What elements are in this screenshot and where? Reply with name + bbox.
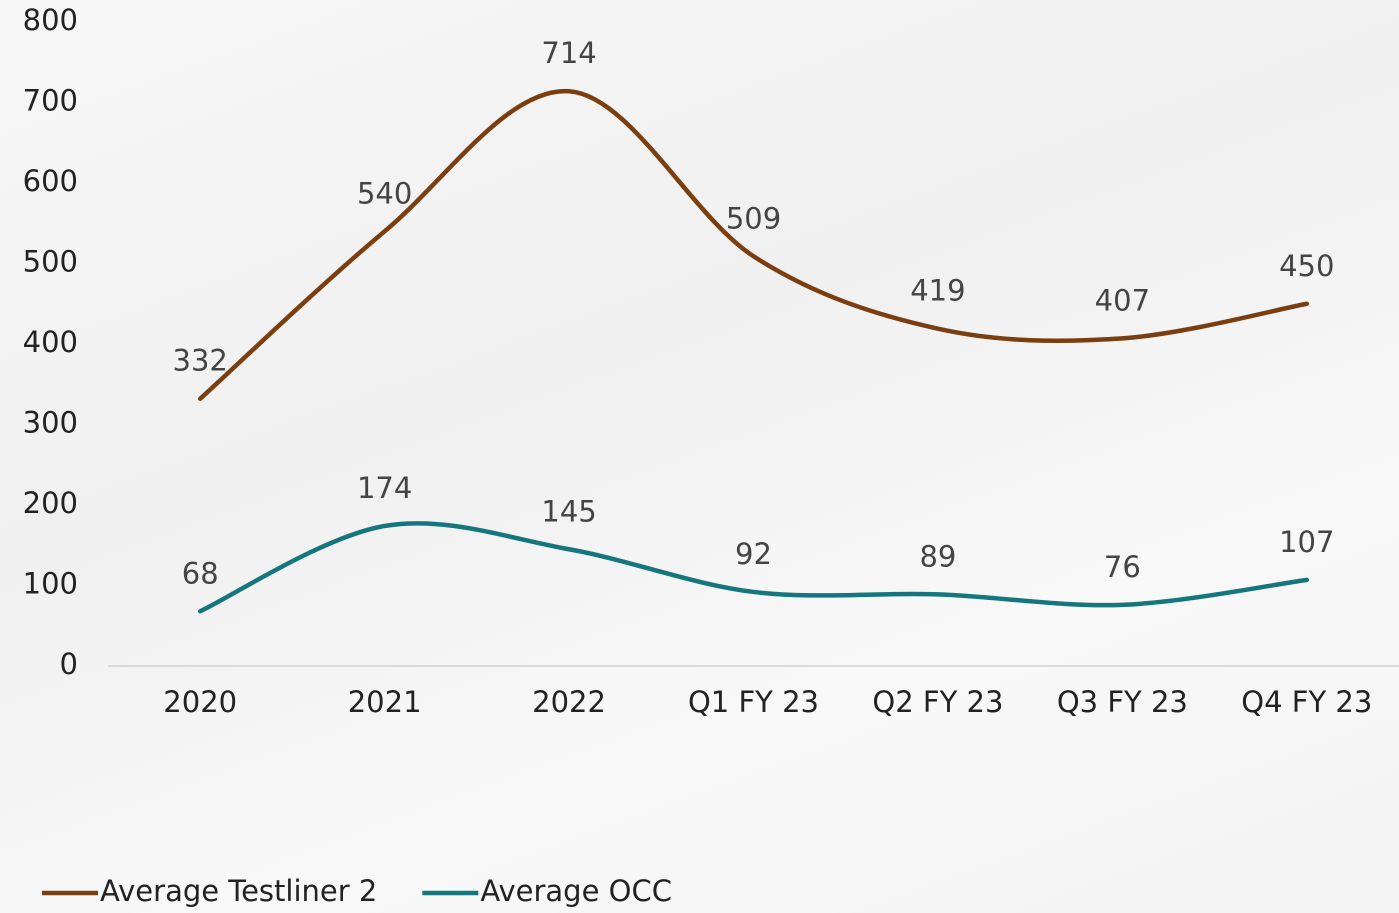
legend-label: Average Testliner 2 (100, 874, 377, 908)
y-tick-label: 200 (23, 486, 78, 520)
x-tick-label: Q4 FY 23 (1241, 685, 1372, 719)
data-label: 107 (1279, 525, 1334, 559)
data-label: 92 (735, 537, 772, 571)
x-tick-label: 2021 (348, 685, 422, 719)
y-tick-label: 700 (23, 84, 78, 118)
y-tick-label: 0 (60, 647, 78, 681)
data-label: 68 (182, 556, 219, 590)
data-label: 76 (1104, 550, 1141, 584)
y-tick-label: 400 (23, 325, 78, 359)
series-line (197, 88, 1310, 401)
x-tick-label: 2020 (163, 685, 237, 719)
x-tick-label: Q3 FY 23 (1057, 685, 1188, 719)
x-tick-label: Q1 FY 23 (688, 685, 819, 719)
y-tick-label: 100 (23, 567, 78, 601)
y-tick-label: 500 (23, 245, 78, 279)
data-label: 714 (541, 36, 596, 70)
legend-label: Average OCC (480, 874, 672, 908)
y-tick-label: 800 (23, 3, 78, 37)
data-label: 540 (357, 176, 412, 210)
data-label: 174 (357, 471, 412, 505)
data-label: 450 (1279, 249, 1334, 283)
data-label: 407 (1095, 283, 1150, 317)
x-tick-label: 2022 (532, 685, 606, 719)
data-label: 145 (541, 494, 596, 528)
data-label: 89 (919, 539, 956, 573)
y-tick-label: 600 (23, 164, 78, 198)
data-label: 332 (173, 344, 228, 378)
data-label: 509 (726, 201, 781, 235)
y-tick-label: 300 (23, 406, 78, 440)
x-tick-label: Q2 FY 23 (872, 685, 1003, 719)
series-line (197, 521, 1310, 614)
data-label: 419 (910, 274, 965, 308)
